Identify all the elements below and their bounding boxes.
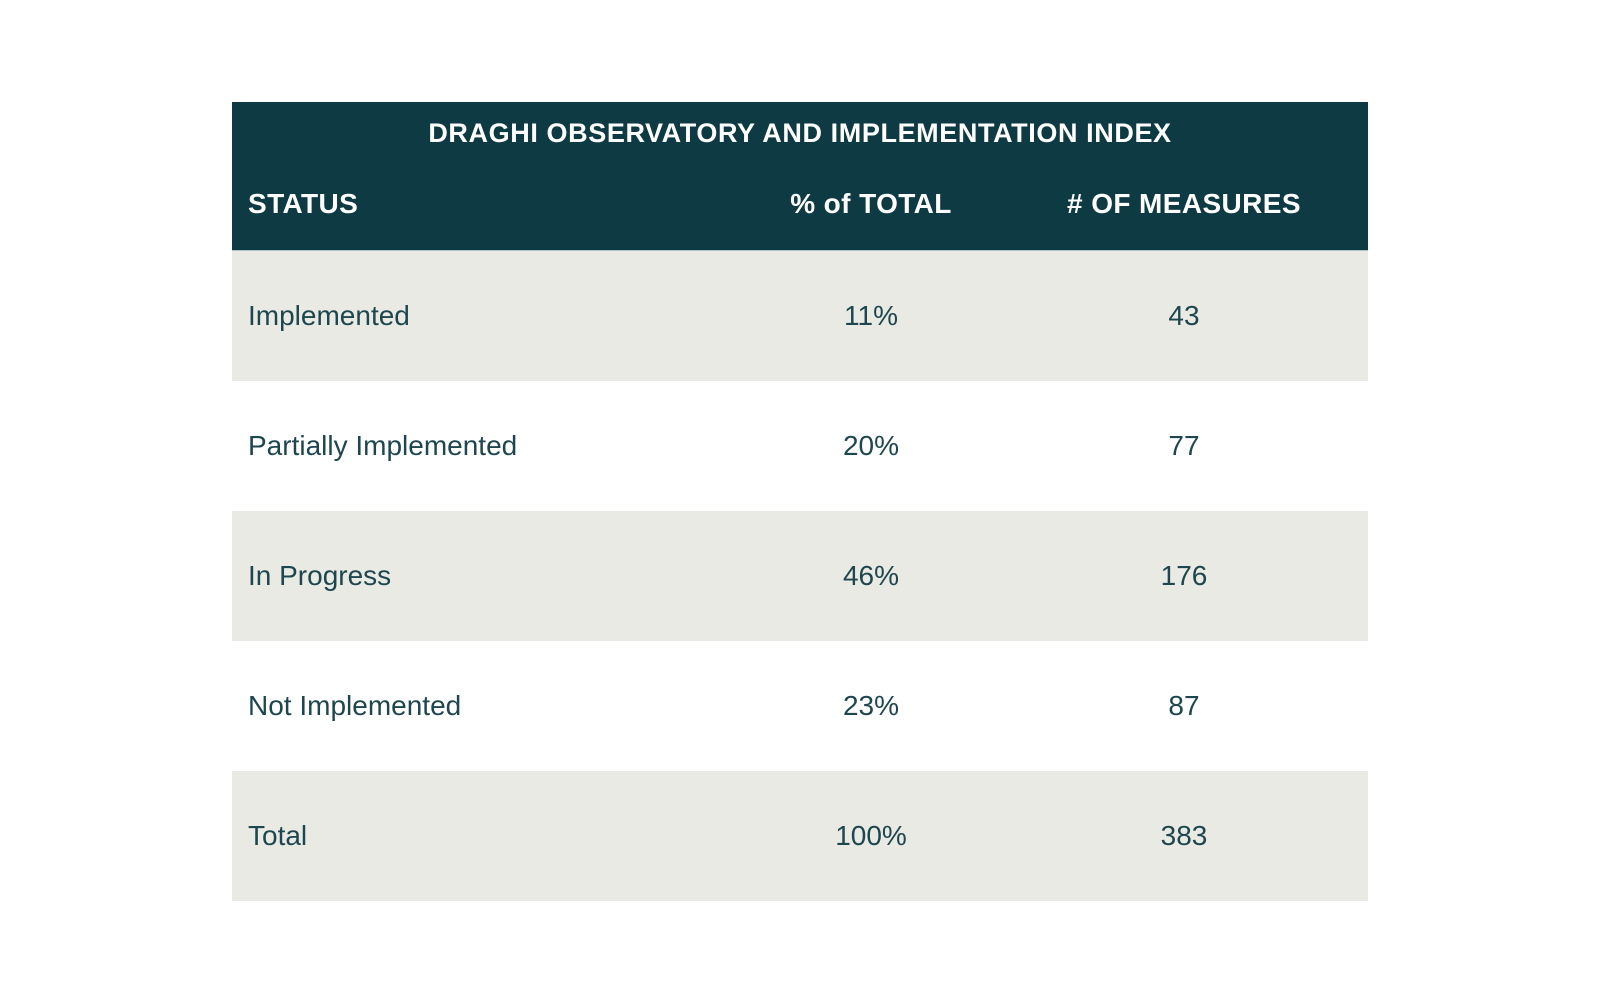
table-header-band: DRAGHI OBSERVATORY AND IMPLEMENTATION IN…	[232, 102, 1368, 251]
cell-num-measures: 43	[1168, 300, 1200, 331]
cell-pct-of-total: 100%	[835, 820, 907, 851]
cell-status: Implemented	[248, 300, 410, 331]
cell-num-measures: 176	[1160, 560, 1208, 591]
implementation-index-table: DRAGHI OBSERVATORY AND IMPLEMENTATION IN…	[232, 102, 1368, 901]
table-row: Implemented 11% 43	[232, 251, 1368, 381]
cell-status: In Progress	[248, 560, 392, 591]
table-row: In Progress 46% 176	[232, 511, 1368, 641]
cell-pct-of-total: 11%	[844, 300, 898, 331]
cell-pct-of-total: 23%	[842, 690, 900, 721]
cell-pct-of-total: 20%	[842, 430, 900, 461]
table-row-total: Total 100% 383	[232, 771, 1368, 901]
table-row: Not Implemented 23% 87	[232, 641, 1368, 771]
cell-num-measures: 77	[1168, 430, 1200, 461]
table-title: DRAGHI OBSERVATORY AND IMPLEMENTATION IN…	[428, 118, 1172, 148]
column-header-num-measures: # OF MEASURES	[1067, 188, 1301, 219]
cell-num-measures: 383	[1160, 820, 1208, 851]
table-row: Partially Implemented 20% 77	[232, 381, 1368, 511]
cell-status: Partially Implemented	[248, 430, 518, 461]
column-header-pct-of-total: % of TOTAL	[790, 188, 952, 219]
cell-status: Total	[248, 820, 308, 851]
column-header-row: STATUS % of TOTAL # OF MEASURES	[232, 184, 1368, 224]
cell-status: Not Implemented	[248, 690, 462, 721]
cell-num-measures: 87	[1168, 690, 1200, 721]
cell-pct-of-total: 46%	[842, 560, 900, 591]
column-header-status: STATUS	[248, 188, 359, 219]
